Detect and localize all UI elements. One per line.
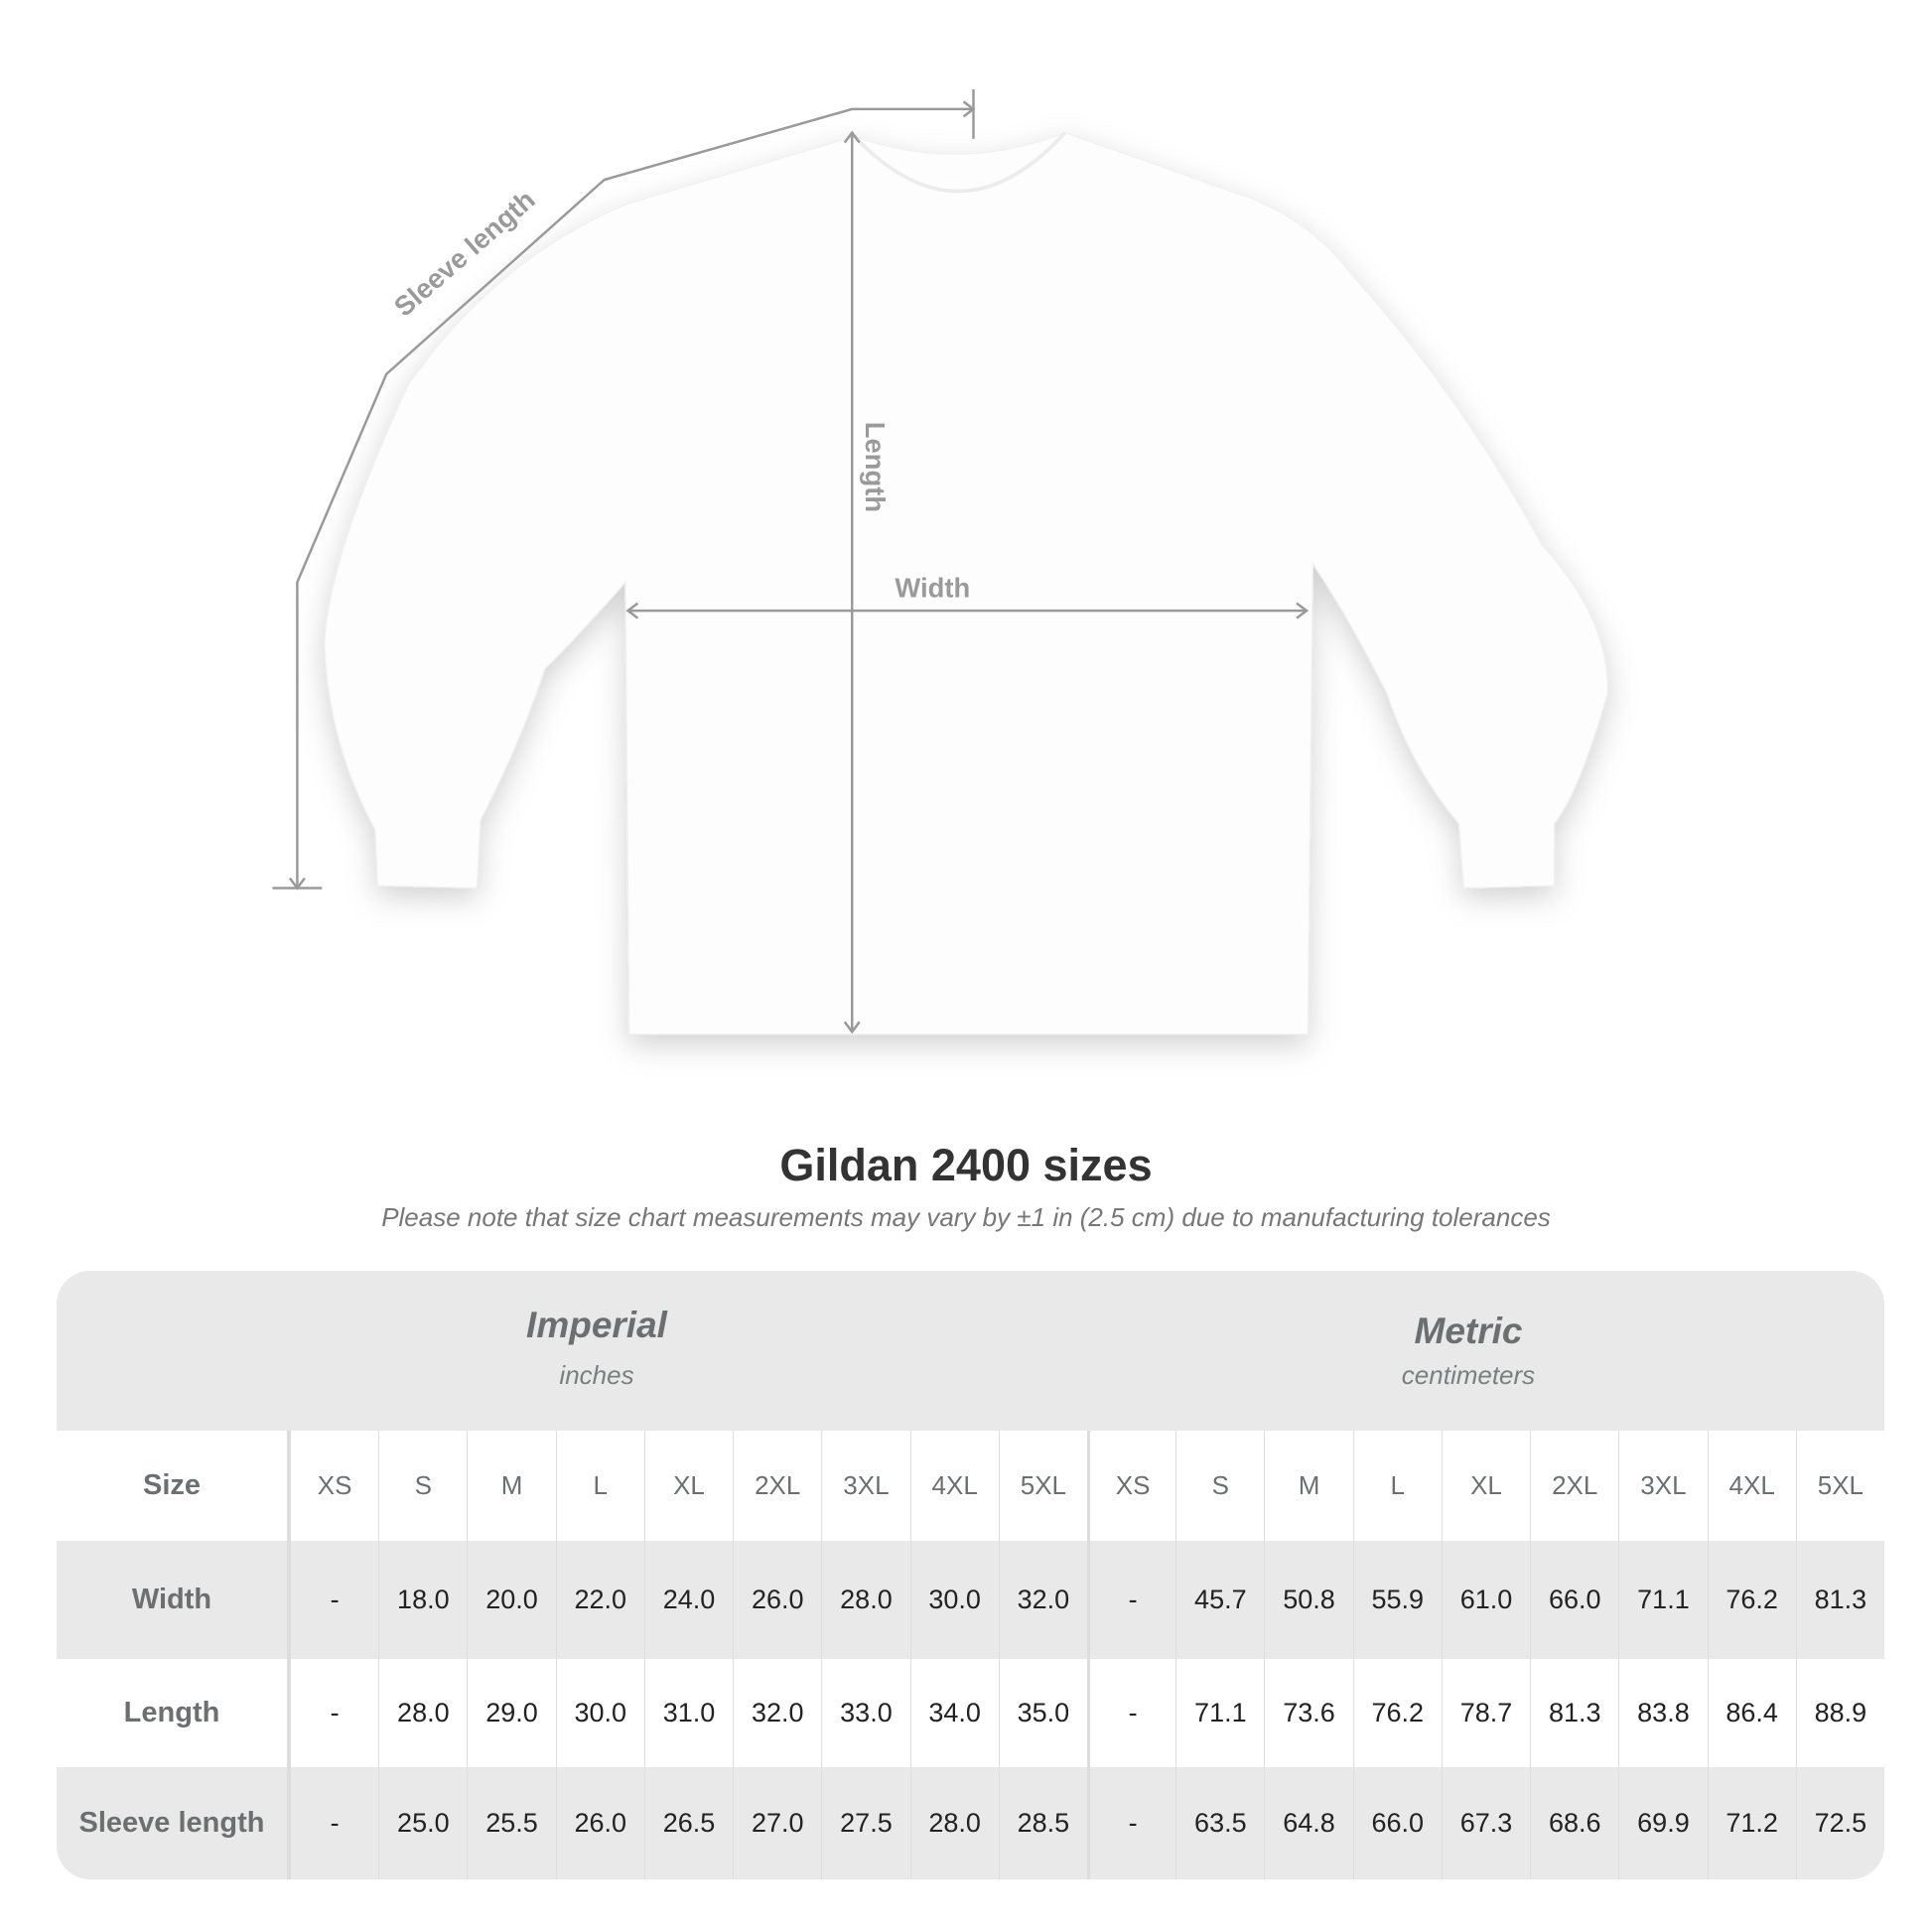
imperial-value-cell: 33.0 bbox=[821, 1659, 910, 1767]
metric-value-cell: 83.8 bbox=[1618, 1659, 1708, 1767]
metric-value-cell: 64.8 bbox=[1264, 1767, 1353, 1879]
imperial-value-cell: 28.0 bbox=[909, 1767, 999, 1879]
imperial-value-cell: 27.0 bbox=[733, 1767, 822, 1879]
imperial-value-cell: 20.0 bbox=[467, 1541, 556, 1659]
imperial-size-header: 3XL bbox=[821, 1431, 910, 1541]
shirt-illustration bbox=[324, 131, 1608, 1035]
metric-size-header: XS bbox=[1086, 1431, 1176, 1541]
metric-value-cell: 63.5 bbox=[1175, 1767, 1265, 1879]
metric-value-cell: 81.3 bbox=[1795, 1541, 1884, 1659]
imperial-value-cell: 28.0 bbox=[821, 1541, 910, 1659]
metric-size-header: XL bbox=[1441, 1431, 1531, 1541]
imperial-value-cell: 31.0 bbox=[643, 1659, 734, 1767]
table-header-band: Imperial inches Metric centimeters bbox=[57, 1271, 1884, 1431]
metric-value-cell: 55.9 bbox=[1352, 1541, 1442, 1659]
imperial-value-cell: - bbox=[290, 1541, 379, 1659]
metric-header: Metric centimeters bbox=[1071, 1311, 1865, 1391]
shirt-diagram: Sleeve length Length Width bbox=[272, 88, 1608, 1035]
imperial-size-header: XS bbox=[290, 1431, 379, 1541]
imperial-value-cell: 24.0 bbox=[643, 1541, 734, 1659]
imperial-size-header: M bbox=[467, 1431, 556, 1541]
metric-value-cell: 81.3 bbox=[1530, 1659, 1619, 1767]
metric-unit: centimeters bbox=[1401, 1360, 1536, 1390]
metric-value-cell: 76.2 bbox=[1352, 1659, 1442, 1767]
metric-value-cell: 61.0 bbox=[1441, 1541, 1531, 1659]
metric-value-cell: 66.0 bbox=[1530, 1541, 1619, 1659]
imperial-value-cell: - bbox=[290, 1767, 379, 1879]
row-label: Length bbox=[57, 1659, 290, 1767]
metric-value-cell: 71.1 bbox=[1175, 1659, 1265, 1767]
imperial-value-cell: 30.0 bbox=[909, 1541, 999, 1659]
metric-value-cell: 45.7 bbox=[1175, 1541, 1265, 1659]
imperial-size-header: 5XL bbox=[998, 1431, 1087, 1541]
metric-value-cell: 68.6 bbox=[1530, 1767, 1619, 1879]
imperial-value-cell: 27.5 bbox=[821, 1767, 910, 1879]
imperial-value-cell: 22.0 bbox=[555, 1541, 644, 1659]
imperial-value-cell: 30.0 bbox=[555, 1659, 644, 1767]
imperial-value-cell: 35.0 bbox=[998, 1659, 1087, 1767]
metric-size-header: L bbox=[1352, 1431, 1442, 1541]
metric-value-cell: 78.7 bbox=[1441, 1659, 1531, 1767]
imperial-value-cell: 34.0 bbox=[909, 1659, 999, 1767]
imperial-size-header: 4XL bbox=[909, 1431, 999, 1541]
width-label: Width bbox=[895, 572, 970, 603]
metric-value-cell: 66.0 bbox=[1352, 1767, 1442, 1879]
tolerance-note: Please note that size chart measurements… bbox=[381, 1202, 1551, 1232]
imperial-value-cell: 29.0 bbox=[467, 1659, 556, 1767]
imperial-size-header: L bbox=[555, 1431, 644, 1541]
metric-value-cell: 73.6 bbox=[1264, 1659, 1353, 1767]
metric-size-header: 3XL bbox=[1618, 1431, 1708, 1541]
metric-value-cell: 88.9 bbox=[1795, 1659, 1884, 1767]
metric-size-header: 5XL bbox=[1795, 1431, 1884, 1541]
imperial-value-cell: 25.5 bbox=[467, 1767, 556, 1879]
row-label: Width bbox=[57, 1541, 290, 1659]
metric-size-header: 4XL bbox=[1707, 1431, 1796, 1541]
metric-value-cell: 50.8 bbox=[1264, 1541, 1353, 1659]
metric-value-cell: 67.3 bbox=[1441, 1767, 1531, 1879]
imperial-value-cell: 26.0 bbox=[555, 1767, 644, 1879]
metric-value-cell: 71.1 bbox=[1618, 1541, 1708, 1659]
metric-value-cell: 76.2 bbox=[1707, 1541, 1796, 1659]
size-header-label: Size bbox=[57, 1431, 290, 1541]
imperial-title: Imperial bbox=[526, 1305, 667, 1345]
imperial-value-cell: 26.0 bbox=[733, 1541, 822, 1659]
imperial-value-cell: 25.0 bbox=[378, 1767, 468, 1879]
imperial-value-cell: - bbox=[290, 1659, 379, 1767]
metric-value-cell: 72.5 bbox=[1795, 1767, 1884, 1879]
imperial-header: Imperial inches bbox=[200, 1305, 994, 1391]
row-label: Sleeve length bbox=[57, 1767, 290, 1879]
imperial-value-cell: 18.0 bbox=[378, 1541, 468, 1659]
imperial-size-header: XL bbox=[643, 1431, 734, 1541]
metric-value-cell: - bbox=[1086, 1767, 1176, 1879]
size-table: Imperial inches Metric centimeters Size X… bbox=[57, 1271, 1884, 1879]
metric-value-cell: 71.2 bbox=[1707, 1767, 1796, 1879]
imperial-value-cell: 26.5 bbox=[643, 1767, 734, 1879]
length-label: Length bbox=[860, 422, 891, 512]
size-grid: Size XS S M L XL 2XL 3XL 4XL 5XL XS S M L XL 2XL 3XL 4XL 5… bbox=[57, 1431, 1884, 1879]
metric-size-header: S bbox=[1175, 1431, 1265, 1541]
metric-size-header: 2XL bbox=[1530, 1431, 1619, 1541]
page-title: Gildan 2400 sizes bbox=[779, 1140, 1153, 1190]
sleeve-length-line bbox=[296, 107, 974, 889]
imperial-value-cell: 28.5 bbox=[998, 1767, 1087, 1879]
metric-value-cell: 86.4 bbox=[1707, 1659, 1796, 1767]
metric-size-header: M bbox=[1264, 1431, 1353, 1541]
neckline bbox=[853, 131, 1067, 194]
imperial-size-header: S bbox=[378, 1431, 468, 1541]
imperial-unit: inches bbox=[559, 1360, 634, 1390]
imperial-value-cell: 32.0 bbox=[998, 1541, 1087, 1659]
metric-value-cell: 69.9 bbox=[1618, 1767, 1708, 1879]
imperial-value-cell: 28.0 bbox=[378, 1659, 468, 1767]
metric-value-cell: - bbox=[1086, 1541, 1176, 1659]
metric-value-cell: - bbox=[1086, 1659, 1176, 1767]
metric-title: Metric bbox=[1414, 1311, 1523, 1351]
imperial-size-header: 2XL bbox=[733, 1431, 822, 1541]
imperial-value-cell: 32.0 bbox=[733, 1659, 822, 1767]
